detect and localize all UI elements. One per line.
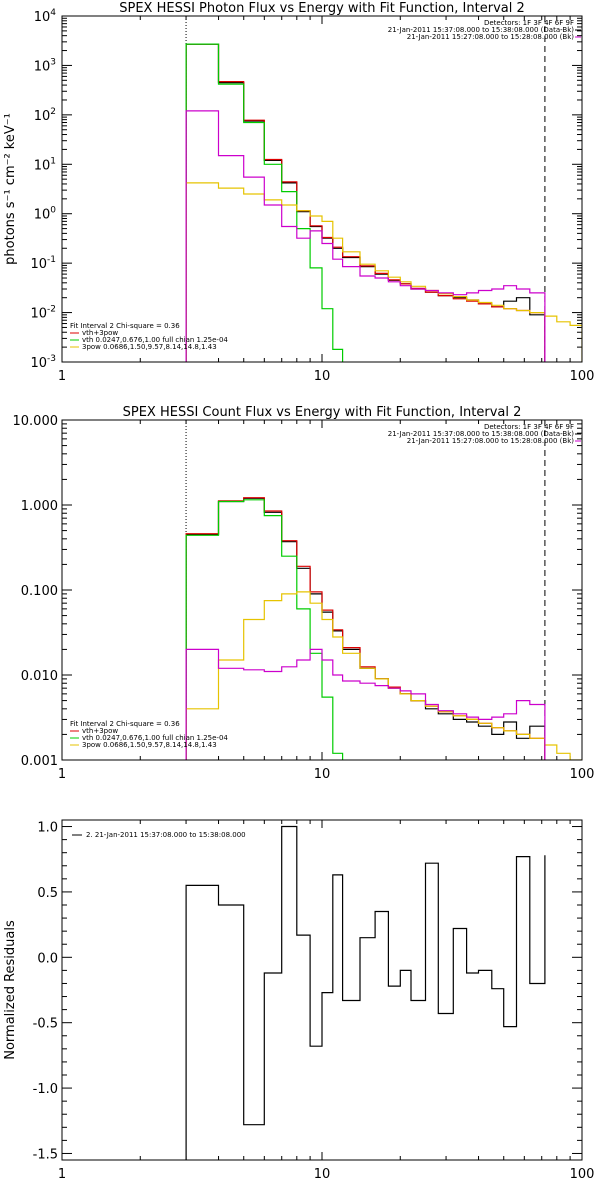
y-tick-label: 103 [34,57,56,74]
series-data-line [185,43,546,362]
y-tick-label: 0.5 [37,886,58,901]
y-tick-label: 10-3 [30,354,56,371]
y-tick-label: 10.000 [13,414,59,429]
y-tick-label: 102 [34,107,56,124]
y-tick-exponent: 0 [50,206,56,216]
detector-info-line: 21-Jan-2011 15:27:08.000 to 15:28:08.000… [407,33,575,41]
y-tick-label: 0.0 [37,951,58,966]
series-pow-line [185,591,582,760]
y-tick-exponent: 2 [50,107,56,117]
y-tick-base: 10 [30,257,47,272]
y-tick-label: 100 [34,206,57,223]
y-tick-label: 0.010 [21,669,58,684]
x-tick-label: 10 [314,369,331,384]
y-tick-base: 10 [34,109,51,124]
series-pow-line [185,182,582,362]
residuals-legend-label: 2. 21-Jan-2011 15:37:08.000 to 15:38:08.… [86,831,246,839]
y-tick-exponent: 1 [50,156,56,166]
fit-info-line: vth 0.0247,0.676,1.00 full chian 1.25e-0… [82,336,228,344]
x-tick-label: 1 [58,767,66,782]
y-tick-base: 10 [30,307,47,322]
y-tick-label: -1.5 [33,1147,58,1162]
series-group [185,497,582,760]
panel-2: SPEX HESSI Count Flux vs Energy with Fit… [13,405,595,782]
x-tick-label: 10 [314,1167,331,1182]
x-tick-label: 100 [570,767,595,782]
y-tick-exponent: -1 [47,255,56,265]
y-tick-label: -0.5 [33,1017,58,1032]
y-tick-label: 10-1 [30,255,56,272]
chart-title: SPEX HESSI Photon Flux vs Energy with Fi… [119,1,525,16]
y-tick-label: -1.0 [33,1082,58,1097]
series-group [185,825,546,1160]
series-vth-line [185,43,344,362]
panel-3: 1 10 100 -1.5 -1.0 -0.5 0.0 0.5 1.0 Normalized Re… [3,819,595,1182]
x-tick-label: 100 [570,369,595,384]
detector-info-line: Detectors: 1F 3F 4F 6F 9F [484,19,574,27]
y-tick-base: 10 [34,59,51,74]
series-background-line [185,110,546,362]
fit-info-line: vth+3pow [82,329,118,337]
x-tick-label: 1 [58,369,66,384]
x-tick-label: 1 [58,1167,66,1182]
fit-info-line: Fit Interval 2 Chi-square = 0.36 [70,720,180,728]
series-group [185,43,582,362]
series-background-line [185,648,546,760]
y-tick-label: 104 [34,8,57,25]
y-tick-label: 1.000 [21,499,58,514]
chart-title: SPEX HESSI Count Flux vs Energy with Fit… [123,405,522,420]
y-tick-base: 10 [34,158,51,173]
x-tick-label: 100 [570,1167,595,1182]
fit-info-line: 3pow 0.0686,1.50,9.57,8.14,14.8,1.43 [82,741,217,749]
y-tick-label: 101 [34,156,56,173]
y-tick-label: 10-2 [30,305,56,322]
y-tick-base: 10 [34,10,51,25]
panel-1: SPEX HESSI Photon Flux vs Energy with Fi… [3,1,594,384]
y-tick-exponent: 4 [50,8,56,18]
plot-frame [61,819,583,1161]
series-total-line [185,497,546,760]
y-tick-base: 10 [30,356,47,371]
detector-info-line: Detectors: 1F 3F 4F 6F 9F [484,423,574,431]
y-tick-label: 0.001 [21,754,58,769]
y-axis-label: photons s⁻¹ cm⁻² keV⁻¹ [3,113,18,265]
y-tick-label: 0.100 [21,584,58,599]
detector-info-line: 21-Jan-2011 15:37:08.000 to 15:38:08.000… [388,26,575,34]
fit-info-line: 3pow 0.0686,1.50,9.57,8.14,14.8,1.43 [82,343,217,351]
plot-frame [61,15,583,363]
plot-frame [61,419,583,761]
series-vth-line [185,499,344,760]
series-total-line [185,43,546,362]
x-tick-label: 10 [314,767,331,782]
y-tick-label: 1.0 [37,821,58,836]
detector-info-line: 21-Jan-2011 15:37:08.000 to 15:38:08.000… [388,430,575,438]
y-tick-base: 10 [34,208,51,223]
series-data-line [185,497,546,760]
detector-info-line: 21-Jan-2011 15:27:08.000 to 15:28:08.000… [407,437,575,445]
y-axis-label: Normalized Residuals [3,920,18,1060]
fit-info-line: vth+3pow [82,727,118,735]
y-tick-exponent: -2 [47,305,56,315]
fit-info-line: Fit Interval 2 Chi-square = 0.36 [70,322,180,330]
fit-info-line: vth 0.0247,0.676,1.00 full chian 1.25e-0… [82,734,228,742]
y-tick-exponent: 3 [50,57,56,67]
series-data-line [185,825,546,1160]
y-tick-exponent: -3 [47,354,56,364]
